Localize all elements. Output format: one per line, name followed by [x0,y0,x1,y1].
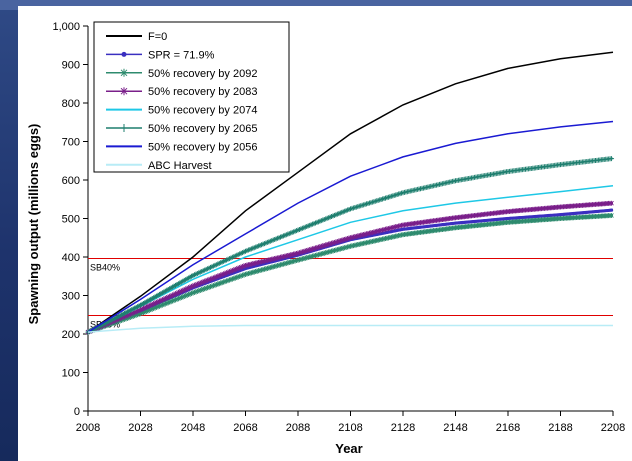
series-point [609,156,615,162]
y-tick-label: 800 [62,98,80,110]
legend-label: 50% recovery by 2065 [148,123,257,135]
reference-lines-group: SB40%SB25% [88,258,613,330]
y-tick-label: 100 [62,368,80,380]
x-tick-label: 2028 [128,422,152,434]
x-tick-label: 2128 [391,422,415,434]
y-tick-label: 900 [62,60,80,72]
x-tick-label: 2108 [338,422,362,434]
x-tick-label: 2168 [496,422,520,434]
legend-marker [120,124,128,132]
legend-label: 50% recovery by 2074 [148,105,257,117]
series-line [87,185,614,333]
axes-group: 0 100 200 300 400 500 600 700 800 900 1,000 2008 202… [52,21,625,434]
series-line [87,214,614,334]
legend-marker [121,51,127,57]
y-tick-label: 300 [62,291,80,303]
x-tick-label: 2048 [181,422,205,434]
series-line [87,324,613,333]
legend: F=0 SPR = 71.9% 50% recovery by 2092 50% re… [93,21,290,173]
slide-top-band [0,0,632,10]
y-tick-label: 0 [74,406,80,418]
y-tick-label: 600 [62,175,80,187]
series-line [87,120,614,333]
y-axis-title: Spawning output (millions eggs) [26,124,41,325]
chart-panel: 0 100 200 300 400 500 600 700 800 900 1,000 2008 202… [18,6,632,461]
series-group [85,51,615,335]
reference-line-label: SB40% [90,263,120,273]
legend-label: F=0 [148,31,167,43]
x-tick-label: 2208 [601,422,625,434]
series-point [609,208,614,212]
spawning-output-chart: 0 100 200 300 400 500 600 700 800 900 1,000 2008 202… [26,21,625,456]
y-tick-label: 1,000 [52,21,80,33]
y-tick-label: 700 [62,137,80,149]
legend-label: 50% recovery by 2083 [148,86,257,98]
x-axis-title: Year [335,441,362,456]
y-tick-label: 200 [62,329,80,341]
legend-marker [120,87,128,96]
x-tick-label: 2068 [233,422,257,434]
legend-label: 50% recovery by 2056 [148,141,257,153]
series-point [609,213,614,219]
x-tick-label: 2088 [286,422,310,434]
legend-marker [120,68,128,77]
series-line [87,208,614,334]
series-point [609,200,614,206]
legend-label: SPR = 71.9% [148,49,215,61]
x-tick-label: 2188 [548,422,572,434]
y-tick-label: 400 [62,252,80,264]
series-line [87,51,614,333]
x-tick-label: 2148 [443,422,467,434]
legend-label: ABC Harvest [148,160,212,172]
legend-label: 50% recovery by 2092 [148,68,257,80]
x-tick-label: 2008 [76,422,100,434]
y-tick-label: 500 [62,214,80,226]
